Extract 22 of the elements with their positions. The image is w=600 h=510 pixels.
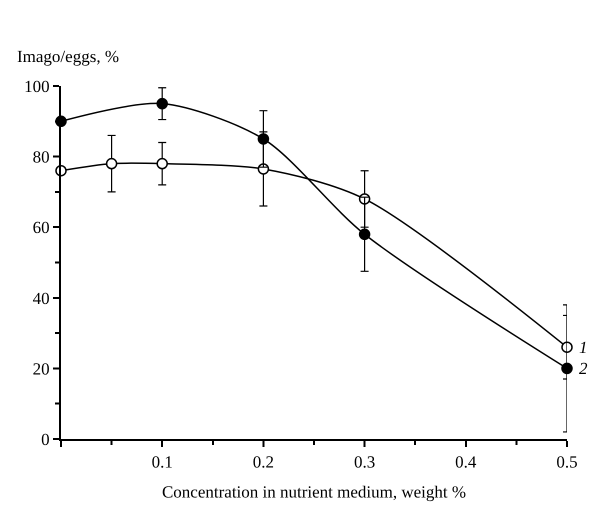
- y-tick-label: 100: [24, 76, 50, 96]
- x-tick-label: 0.5: [556, 452, 578, 472]
- y-tick-label: 60: [32, 218, 50, 238]
- y-axis-title: Imago/eggs, %: [17, 47, 119, 66]
- point: [358, 228, 370, 240]
- y-tick-label: 40: [32, 288, 50, 308]
- y-tick-label: 0: [41, 430, 50, 449]
- x-tick-label: 0.4: [455, 452, 477, 472]
- point: [156, 158, 168, 170]
- point: [561, 362, 573, 374]
- point: [156, 98, 168, 110]
- x-axis-title: Concentration in nutrient medium, weight %: [162, 482, 466, 502]
- x-tick-label: 0.1: [152, 452, 173, 472]
- series-label: 2: [579, 359, 588, 378]
- series-label: 1: [579, 338, 588, 357]
- point: [561, 341, 573, 353]
- point: [258, 133, 270, 145]
- y-tick-label: 80: [32, 148, 50, 167]
- point: [106, 158, 118, 170]
- y-tick-label: 20: [32, 359, 50, 378]
- x-tick-label: 0.2: [252, 452, 274, 472]
- x-tick-label: 0.3: [354, 452, 376, 472]
